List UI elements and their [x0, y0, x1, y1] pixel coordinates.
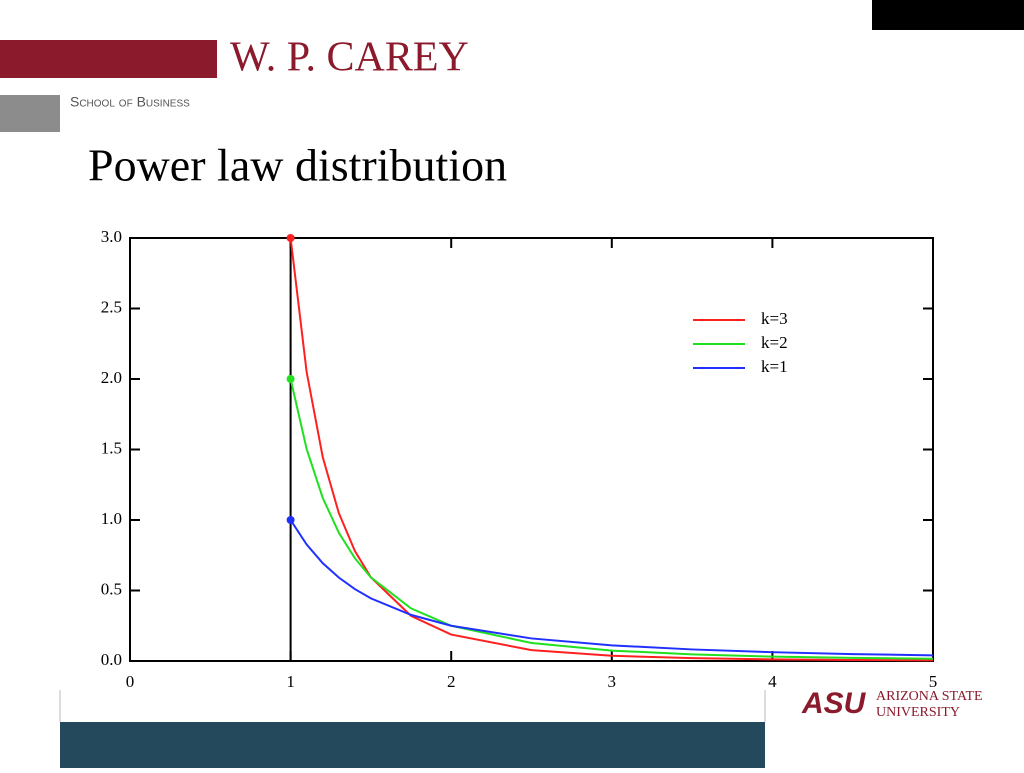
- y-tick-label: 1.5: [101, 438, 122, 457]
- footer-bar: [60, 722, 765, 768]
- y-tick-label: 2.5: [101, 297, 122, 316]
- legend-label: k=2: [761, 333, 788, 352]
- series-line: [289, 519, 934, 657]
- y-tick-label: 0.5: [101, 579, 122, 598]
- x-tick-label: 3: [608, 672, 617, 691]
- brand-bar: [0, 40, 217, 78]
- logo-line: Arizona State: [876, 689, 983, 704]
- legend-label: k=3: [761, 309, 788, 328]
- y-tick-label: 1.0: [101, 509, 122, 528]
- x-tick-label: 0: [126, 672, 135, 691]
- logo-mark: ASU: [801, 687, 867, 720]
- start-point: [286, 516, 295, 524]
- y-tick-label: 0.0: [101, 650, 122, 669]
- brand: W. P. CAREY: [230, 35, 469, 81]
- plot: 0.0 0.5 1.0 1.5 2.0 2.5 3.0 0 1 2 3 4 5 k=3 k=2 k=1: [101, 227, 938, 691]
- gray-block: [0, 95, 60, 132]
- logo-line: University: [876, 705, 960, 720]
- x-tick-label: 1: [286, 672, 295, 691]
- y-tick-label: 3.0: [101, 227, 122, 246]
- y-tick-label: 2.0: [101, 368, 122, 387]
- x-tick-label: 2: [447, 672, 456, 691]
- corner-bar: [872, 0, 1024, 30]
- series-line: [289, 378, 934, 660]
- school: School of Business: [70, 94, 190, 110]
- legend-label: k=1: [761, 357, 788, 376]
- start-point: [286, 234, 295, 242]
- plot-frame: [129, 237, 934, 662]
- x-tick-label: 5: [929, 672, 938, 691]
- series-line: [289, 237, 934, 662]
- x-tick-label: 4: [768, 672, 777, 691]
- start-point: [286, 375, 295, 383]
- slide-title: Power law distribution: [88, 140, 507, 191]
